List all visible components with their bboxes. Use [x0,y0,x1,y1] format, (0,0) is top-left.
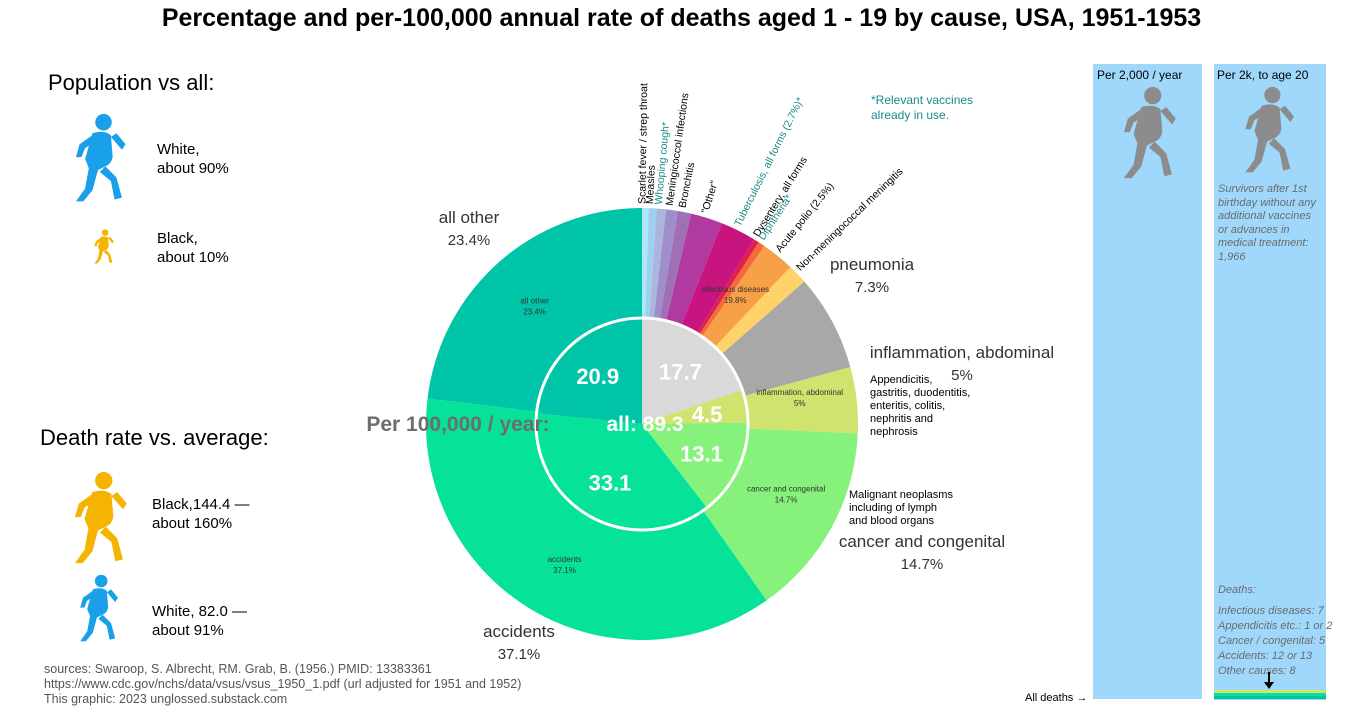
inner-slice-accidents [536,413,707,530]
slice-label-scarlet-fever-strep-throat: Scarlet fever / strep throat [636,83,650,204]
source-line-1: sources: Swaroop, S. Albrecht, RM. Grab,… [44,662,432,676]
outer-slice-tuberculosis-all-forms-2-7 [681,223,755,334]
deaths-other: Other causes: 8 [1218,665,1296,677]
all-deaths-label: All deaths → [1025,692,1088,704]
death-rate-white-label: White, 82.0 — about 91% [152,603,248,639]
rate-value-inflammation-abdominal: 4.5 [692,402,723,427]
rate-value-infectious-diseases: 17.7 [659,359,702,384]
per-2000-column: Per 2,000 / year [1093,64,1202,699]
black-runner-large-icon [62,471,134,567]
deaths-cancer: Cancer / congenital: 5 [1218,635,1326,647]
population-white-label: White, about 90% [157,141,229,177]
gray-runner-icon [1113,86,1181,187]
deaths-band-accidents [1214,693,1326,696]
slice-label-other: "Other" [699,179,721,215]
outer-slice-non-meningococcal-meningitis [714,267,805,355]
small-pct-infectious-diseases: 19.8% [724,296,747,305]
outer-slice-accidents [426,398,767,640]
per-2k-to-age-20-column: Per 2k, to age 20 Survivors after 1st bi… [1214,64,1332,700]
big-label-cancer-and-congenital: cancer and congenital [839,532,1005,551]
outer-slice-scarlet-fever-strep-throat [642,208,649,319]
malignant-note-line-2: and blood organs [849,515,935,527]
outer-slice-acute-polio-2-5 [702,246,791,347]
outer-slice-dysentery-all-forms [697,239,759,335]
appendicitis-note-line-4: nephrosis [870,426,918,438]
malignant-note-line-0: Malignant neoplasms [849,489,953,501]
small-pct-cancer-and-congenital: 14.7% [775,495,798,504]
chart-title: Percentage and per-100,000 annual rate o… [161,4,1202,32]
outer-slice-pneumonia [721,281,851,397]
small-label-infectious-diseases: infectious diseases [701,285,769,294]
appendicitis-note-line-0: Appendicitis, [870,374,932,386]
outer-slice-all-other [427,208,642,412]
white-runner-icon [68,113,128,205]
inner-ring-border [534,316,750,532]
rate-value-cancer-and-congenital: 13.1 [680,442,723,467]
outer-slice-whooping-cough [649,208,667,319]
small-pct-inflammation-abdominal: 5% [794,399,806,408]
inner-slice-inflammation-abdominal [642,389,748,424]
per-2000-header: Per 2,000 / year [1097,68,1183,82]
white-runner-small-icon [70,574,124,644]
small-pct-all-other: 23.4% [523,307,546,316]
deaths-infectious: Infectious diseases: 7 [1218,605,1324,617]
inner-slice-cancer-and-congenital [642,422,748,508]
big-pct-pneumonia: 7.3% [855,279,889,296]
malignant-note-line-1: including of lymph [849,502,937,514]
outer-slice-bronchitis [659,211,692,321]
population-heading: Population vs all: [48,70,215,95]
appendicitis-note-line-1: gastritis, duodentitis, [870,387,970,399]
outer-slice-measles [645,208,657,319]
big-label-all-other: all other [439,208,500,227]
appendicitis-note-line-2: enteritis, colitis, [870,400,945,412]
source-line-3: This graphic: 2023 unglossed.substack.co… [44,692,288,706]
survivors-note: Survivors after 1st birthday without any… [1218,183,1316,263]
per-2k-header: Per 2k, to age 20 [1217,68,1309,82]
small-label-inflammation-abdominal: inflammation, abdominal [756,388,843,397]
big-label-inflammation-abdominal: inflammation, abdominal [870,343,1054,362]
death-rate-black-label: Black,144.4 — about 160% [152,496,250,532]
deaths-accidents: Accidents: 12 or 13 [1218,650,1313,662]
outer-slice-cancer-and-congenital [703,428,858,601]
deaths-band-infectious [1214,690,1326,693]
inner-slice-infectious-diseases [642,318,743,424]
center-label: Per 100,000 / year: [366,413,549,436]
big-label-pneumonia: pneumonia [830,255,915,274]
slice-label-measles: Measles [644,165,658,205]
outer-slice-meningicoccol-infections [653,209,679,320]
down-arrow-head-icon [1264,682,1274,689]
population-black-label: Black, about 10% [157,230,229,266]
big-pct-inflammation-abdominal: 5% [951,367,973,384]
big-pct-accidents: 37.1% [498,646,541,663]
big-pct-cancer-and-congenital: 14.7% [901,556,944,573]
gray-runner-icon [1236,86,1298,181]
center-value-label: all: 89.3 [606,413,683,436]
deaths-band-other [1214,696,1326,699]
rate-value-accidents: 33.1 [589,471,632,496]
small-label-accidents: accidents [548,555,582,564]
small-pct-accidents: 37.1% [553,566,576,575]
death-rate-heading: Death rate vs. average: [40,425,269,450]
deaths-title: Deaths: [1218,584,1256,596]
small-label-cancer-and-congenital: cancer and congenital [747,484,826,493]
black-runner-icon [89,229,117,265]
vaccine-note: *Relevant vaccines already in use. [871,93,974,122]
source-line-2: https://www.cdc.gov/nchs/data/vsus/vsus_… [44,677,522,691]
rate-value-all-other: 20.9 [576,364,619,389]
inner-slice-all-other [536,318,642,424]
deaths-appendicitis: Appendicitis etc.: 1 or 2 [1218,620,1333,632]
appendicitis-note-line-3: nephritis and [870,413,933,425]
outer-slice-diphtheria [699,242,765,337]
outer-slice-inflammation-abdominal [744,367,858,434]
big-pct-all-other: 23.4% [448,232,491,249]
big-label-accidents: accidents [483,622,555,641]
down-arrow-icon [1268,672,1270,686]
outer-slice-other [666,213,722,326]
small-label-all-other: all other [520,296,549,305]
